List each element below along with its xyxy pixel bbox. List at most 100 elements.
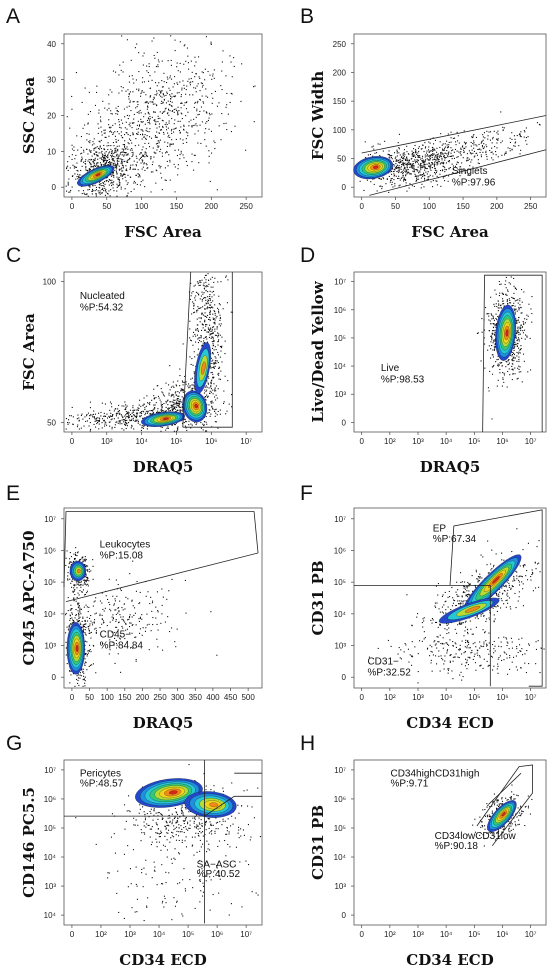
panel-h: H CD34 ECD CD31 PB 0 10² 10³ 10⁴ 10⁵ 10⁶ 10⁷ 0 10³ 1… [300, 732, 547, 969]
x-tick-label-e: 50 [85, 693, 94, 702]
gate-name-cd31neg: CD31− [367, 657, 399, 668]
x-tick-label-a: 250 [239, 202, 253, 211]
x-tick-label-e: 100 [100, 693, 114, 702]
y-axis-title-c: FSC Area [20, 313, 38, 391]
x-tick-label-f: 10⁷ [525, 693, 537, 702]
x-tick-label-e: 0 [70, 693, 75, 702]
y-tick-label-d: 10⁵ [334, 334, 346, 343]
x-axis-title-a: FSC Area [124, 223, 202, 241]
y-tick-label-d: 10⁴ [334, 362, 347, 371]
y-tick-label-g: 10⁵ [44, 824, 56, 833]
x-tick-label-h: 10⁷ [525, 930, 537, 939]
y-tick-label-h: 10⁷ [334, 766, 346, 775]
x-tick-label-f: 0 [359, 693, 364, 702]
x-tick-label-e: 500 [241, 693, 255, 702]
y-tick-label-f: 10³ [334, 642, 346, 651]
x-tick-label-f: 10⁵ [468, 693, 480, 702]
y-tick-label-f: 10⁴ [334, 610, 347, 619]
y-tick-label-a: 40 [47, 40, 56, 49]
high-gate-divider [488, 772, 522, 805]
live-gate [482, 274, 543, 433]
x-tick-label-a: 50 [102, 202, 111, 211]
density-blob-g-pericytes-level-7 [168, 790, 178, 795]
y-tick-label-b: 250 [333, 40, 347, 49]
y-tick-label-d: 0 [342, 418, 347, 427]
y-tick-label-h: 10⁶ [334, 795, 346, 804]
y-tick-label-g: 10⁴ [44, 853, 57, 862]
density-blob-c-3-level-3 [201, 361, 206, 375]
gate-pct-low: %P:90.18 [435, 841, 479, 852]
y-tick-label-e: 10⁶ [44, 546, 56, 555]
panel-letter-d: D [300, 244, 315, 267]
gate-pct-singlets: %P:97.96 [452, 178, 496, 189]
cd34-cd31-gate [476, 764, 533, 847]
x-axis-title-f: CD34 ECD [406, 714, 493, 732]
y-tick-label-d: 10⁷ [334, 278, 346, 287]
panel-letter-a: A [6, 5, 20, 28]
density-blob-f-low-level-3 [464, 606, 481, 613]
gate-name-low: CD34lowCD31low [435, 831, 517, 842]
x-tick-label-e: 400 [206, 693, 220, 702]
y-tick-label-a: 20 [47, 112, 56, 121]
gate-name-pericytes: Pericytes [80, 769, 121, 780]
y-tick-label-g: 10⁴ [44, 911, 57, 920]
x-axis-title-e: DRAQ5 [133, 714, 194, 732]
x-tick-label-f: 10³ [412, 693, 424, 702]
x-axis-title-d: DRAQ5 [420, 458, 481, 476]
panel-b: B FSC Area FSC Width 0 50 100 150 200 250 0 50 100 1… [300, 5, 547, 241]
x-axis-title-h: CD34 ECD [406, 951, 493, 969]
x-tick-label-h: 0 [359, 930, 364, 939]
y-tick-label-b: 150 [333, 97, 347, 106]
x-tick-label-c: 10⁵ [170, 437, 182, 446]
x-tick-label-e: 350 [189, 693, 203, 702]
y-axis-title-a: SSC Area [20, 77, 38, 155]
x-tick-label-b: 0 [359, 202, 364, 211]
gate-pct-nucleated: %P:54.32 [80, 302, 124, 313]
x-tick-label-c: 10³ [101, 437, 113, 446]
y-axis-title-h: CD31 PB [309, 805, 327, 880]
density-blob-e-leukocytes-level-4 [77, 568, 81, 574]
x-tick-label-b: 200 [490, 202, 504, 211]
x-axis-title-g: CD34 ECD [119, 951, 206, 969]
event-dots-b [357, 111, 541, 193]
x-tick-label-g: 10⁵ [182, 930, 194, 939]
nucleated-gate-right [182, 272, 233, 428]
gate-name-leukocytes: Leukocytes [100, 540, 151, 551]
y-tick-label-b: 0 [342, 183, 347, 192]
y-tick-label-f: 0 [342, 673, 347, 682]
panel-d: D DRAQ5 Live/Dead Yellow 0 10² 10³ 10⁴ 10⁵ 10⁶ 10… [300, 244, 547, 476]
x-tick-label-h: 10³ [412, 930, 424, 939]
x-tick-label-d: 10⁷ [525, 437, 537, 446]
x-tick-label-f: 10⁶ [496, 693, 508, 702]
density-blob-a-level-7 [95, 173, 101, 177]
y-axis-title-b: FSC Width [309, 71, 327, 160]
y-tick-label-e: 10⁴ [44, 610, 57, 619]
x-tick-label-g: 0 [70, 930, 75, 939]
y-tick-label-f: 10⁶ [334, 546, 346, 555]
gate-name-cd45neg: CD45− [100, 630, 132, 641]
x-tick-label-c: 10⁶ [205, 437, 217, 446]
plot-area-f [353, 507, 547, 689]
gate-name-high: CD34highCD31high [390, 769, 479, 780]
panel-letter-h: H [300, 732, 315, 755]
y-tick-label-f: 10⁷ [334, 515, 346, 524]
x-tick-label-f: 10⁴ [440, 693, 453, 702]
y-axis-title-e: CD45 APC-A750 [20, 530, 38, 665]
gate-pct-leukocytes: %P:15.08 [100, 550, 144, 561]
ep-gate [449, 509, 543, 687]
panel-letter-e: E [6, 482, 20, 505]
x-tick-label-b: 50 [391, 202, 400, 211]
plot-area-e [63, 507, 263, 689]
x-tick-label-g: 10³ [124, 930, 136, 939]
y-tick-label-g: 10³ [44, 882, 56, 891]
x-tick-label-a: 200 [205, 202, 219, 211]
density-blob-g-asc-level-5 [209, 802, 219, 808]
density-blob-c-1-level-7 [162, 417, 169, 420]
x-tick-label-b: 100 [423, 202, 437, 211]
x-tick-label-d: 10² [384, 437, 396, 446]
gate-name-sa-asc: SA−ASC [197, 859, 237, 870]
plot-area-c [63, 271, 263, 433]
y-tick-label-h: 10⁴ [334, 853, 347, 862]
nucleated-gate-left [182, 271, 192, 428]
x-tick-label-d: 10³ [412, 437, 424, 446]
